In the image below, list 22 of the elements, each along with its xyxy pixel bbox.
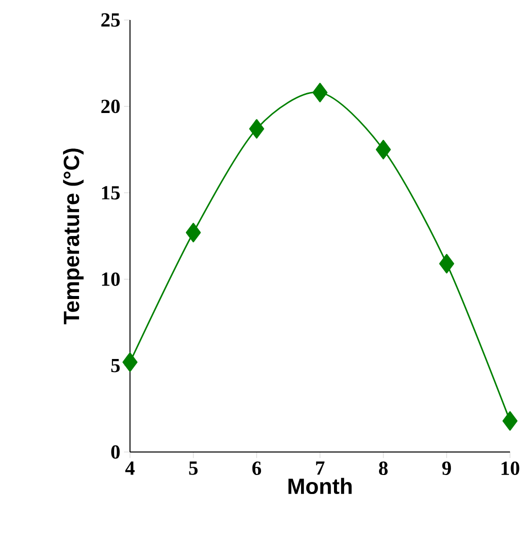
x-axis-title: Month — [288, 478, 352, 494]
x-tick-label: 4 — [125, 462, 135, 475]
point — [186, 222, 201, 242]
x-tick-label: 10 — [502, 462, 520, 476]
point — [376, 140, 391, 160]
x-tick-label: 9 — [442, 462, 451, 475]
y-tick-label: 20 — [101, 100, 120, 114]
y-tick-label: 5 — [111, 358, 120, 372]
point — [439, 254, 454, 274]
point — [249, 119, 264, 139]
x-tick-label: 6 — [252, 462, 262, 475]
y-tick-label: 0 — [111, 445, 120, 459]
x-tick-label: 7 — [316, 462, 325, 475]
y-tick-label: 10 — [102, 272, 120, 286]
point — [122, 352, 138, 372]
y-axis-title: Temperature (°C) — [63, 148, 84, 324]
x-tick-label: 8 — [378, 462, 388, 476]
point — [502, 411, 518, 431]
y-tick-label: 25 — [101, 13, 120, 27]
y-tick-label: 15 — [102, 186, 120, 200]
x-tick-label: 5 — [189, 462, 198, 475]
point — [312, 82, 328, 102]
